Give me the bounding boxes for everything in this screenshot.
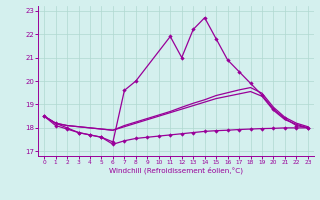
X-axis label: Windchill (Refroidissement éolien,°C): Windchill (Refroidissement éolien,°C) — [109, 167, 243, 174]
